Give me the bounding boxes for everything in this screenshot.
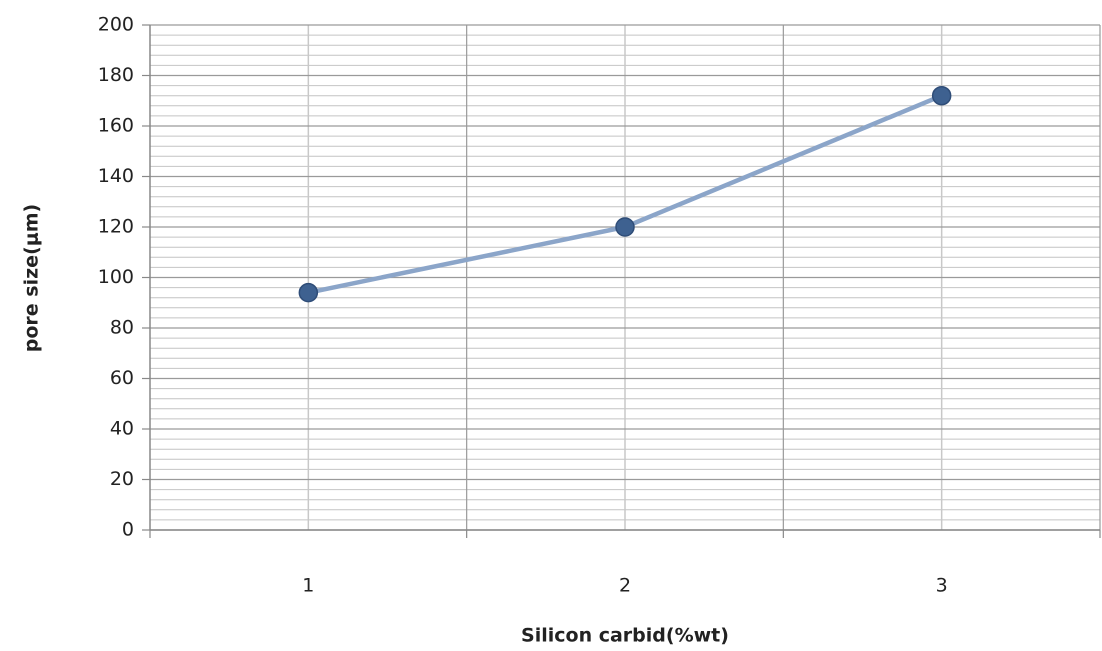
x-tick-label: 2 bbox=[619, 575, 631, 597]
y-tick-label: 80 bbox=[110, 317, 134, 339]
y-tick-label: 200 bbox=[98, 14, 134, 36]
y-tick-label: 140 bbox=[98, 165, 134, 187]
y-tick-label: 60 bbox=[110, 367, 134, 389]
y-tick-label: 120 bbox=[98, 216, 134, 238]
y-tick-label: 160 bbox=[98, 115, 134, 137]
y-tick-label: 0 bbox=[122, 519, 134, 541]
x-tick-label: 3 bbox=[936, 575, 948, 597]
x-tick-label: 1 bbox=[302, 575, 314, 597]
y-tick-label: 100 bbox=[98, 266, 134, 288]
y-axis-title: pore size(μm) bbox=[21, 204, 43, 352]
y-tick-label: 20 bbox=[110, 468, 134, 490]
marker bbox=[931, 85, 952, 106]
x-axis-title: Silicon carbid(%wt) bbox=[521, 625, 729, 647]
marker bbox=[615, 217, 635, 237]
y-tick-label: 180 bbox=[98, 64, 134, 86]
marker bbox=[298, 282, 319, 303]
y-tick-label: 40 bbox=[110, 418, 134, 440]
